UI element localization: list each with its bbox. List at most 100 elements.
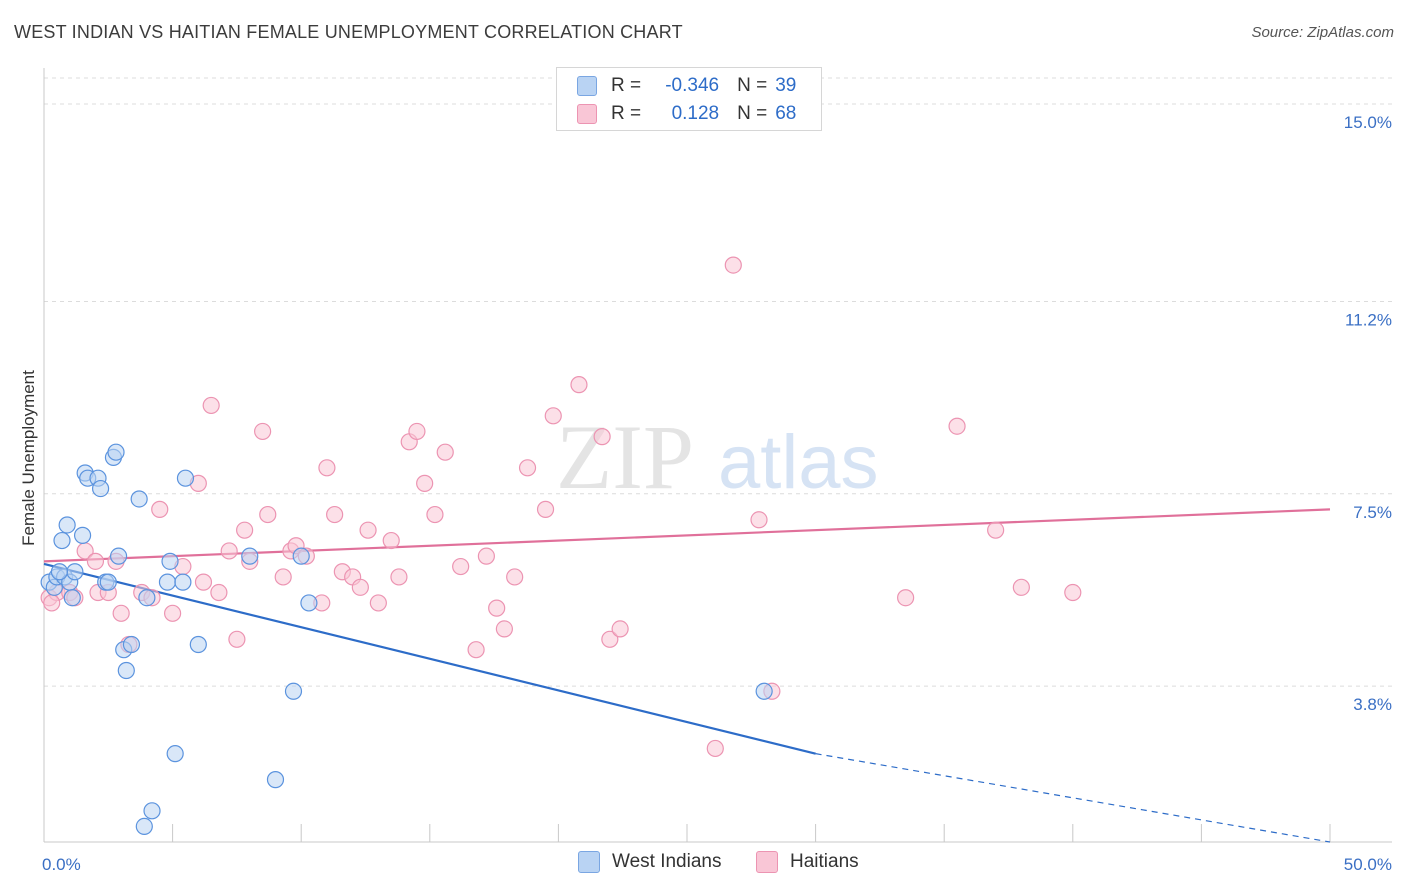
data-point-west-indians: [107, 443, 125, 461]
data-point-haitians: [495, 620, 513, 638]
data-point-west-indians: [241, 547, 259, 565]
legend-row-haitians: R = 0.128 N = 68: [577, 100, 796, 128]
legend-item-west-indians: West Indians: [578, 851, 721, 873]
data-point-haitians: [518, 459, 537, 477]
data-point-haitians: [151, 500, 169, 518]
data-point-haitians: [724, 256, 742, 274]
data-point-west-indians: [755, 682, 773, 700]
data-point-haitians: [1012, 578, 1030, 596]
legend-n-label: N =: [737, 103, 768, 124]
data-point-west-indians: [91, 479, 110, 498]
data-point-west-indians: [284, 682, 303, 700]
legend-label-west-indians: West Indians: [612, 851, 722, 872]
trendlines: [43, 508, 1331, 843]
data-point-haitians: [164, 604, 182, 622]
data-point-west-indians: [135, 817, 153, 836]
chart-title: WEST INDIAN VS HAITIAN FEMALE UNEMPLOYME…: [14, 22, 683, 42]
legend-swatch-haitians: [756, 851, 778, 873]
data-point-haitians: [611, 620, 629, 638]
data-point-haitians: [1064, 583, 1082, 602]
correlation-legend: R = -0.346 N = 39 R = 0.128 N = 68: [556, 67, 822, 131]
data-point-haitians: [987, 521, 1005, 539]
data-point-haitians: [369, 594, 387, 612]
data-point-haitians: [948, 417, 966, 435]
y-tick-label: 15.0%: [1344, 113, 1392, 132]
legend-n-value: 39: [775, 75, 797, 96]
trendline-west-indians: [43, 562, 816, 755]
legend-label-haitians: Haitians: [790, 851, 859, 872]
data-point-haitians: [488, 599, 506, 617]
data-point-haitians: [228, 630, 246, 648]
data-point-haitians: [570, 376, 588, 394]
data-point-west-indians: [300, 594, 318, 612]
trendline-haitians: [43, 508, 1331, 563]
data-point-west-indians: [50, 563, 69, 581]
data-point-west-indians: [166, 745, 184, 763]
legend-item-haitians: Haitians: [756, 851, 859, 873]
legend-r-label: R =: [611, 103, 642, 124]
trendline-west-indians-extension: [815, 753, 1331, 843]
data-point-haitians: [236, 521, 254, 539]
data-point-west-indians: [130, 490, 148, 508]
axes: [43, 68, 1392, 843]
legend-swatch-haitians: [577, 104, 597, 124]
data-point-west-indians: [266, 771, 285, 789]
data-point-west-indians: [117, 661, 135, 680]
legend-swatch-west-indians: [577, 76, 597, 96]
data-point-haitians: [544, 407, 562, 425]
x-tick-label-max: 50.0%: [1344, 855, 1392, 874]
legend-n-label: N =: [737, 75, 768, 96]
data-point-west-indians: [109, 547, 128, 565]
data-point-haitians: [326, 505, 344, 524]
data-point-haitians: [210, 583, 228, 602]
data-point-west-indians: [58, 516, 76, 534]
data-point-haitians: [390, 568, 408, 586]
data-point-west-indians: [161, 552, 179, 570]
data-point-west-indians: [66, 563, 84, 581]
data-point-haitians: [194, 573, 213, 591]
data-point-haitians: [436, 443, 454, 461]
data-point-haitians: [43, 594, 61, 612]
data-points: [40, 256, 1082, 836]
data-point-west-indians: [292, 547, 310, 565]
data-point-haitians: [408, 422, 426, 441]
data-point-haitians: [536, 500, 555, 518]
data-point-west-indians: [158, 573, 177, 591]
tick-labels: 3.8% 7.5% 11.2% 15.0% 0.0% 50.0%: [42, 113, 1392, 874]
data-point-haitians: [467, 641, 485, 659]
data-point-haitians: [706, 739, 724, 758]
legend-row-west-indians: R = -0.346 N = 39: [577, 72, 796, 100]
data-point-west-indians: [189, 635, 207, 654]
data-point-west-indians: [122, 635, 141, 654]
data-point-haitians: [220, 542, 238, 560]
data-point-haitians: [254, 422, 272, 441]
data-point-haitians: [601, 630, 619, 648]
data-point-west-indians: [53, 531, 71, 550]
data-point-haitians: [416, 474, 434, 492]
y-tick-label: 3.8%: [1353, 695, 1392, 714]
data-point-haitians: [452, 557, 470, 576]
legend-swatch-west-indians: [578, 851, 600, 873]
legend-r-label: R =: [611, 75, 642, 96]
grid-lines: [44, 77, 1392, 687]
legend-r-value: -0.346: [665, 75, 720, 96]
data-point-west-indians: [143, 802, 161, 820]
data-point-haitians: [750, 511, 768, 529]
data-point-west-indians: [63, 589, 81, 607]
legend-n-value: 68: [775, 103, 797, 124]
data-point-haitians: [477, 547, 495, 565]
data-point-haitians: [86, 552, 105, 570]
data-point-west-indians: [73, 526, 92, 544]
series-legend: West Indians Haitians: [0, 851, 1406, 877]
y-tick-label: 11.2%: [1345, 310, 1392, 329]
data-point-haitians: [274, 568, 292, 586]
data-point-haitians: [593, 428, 611, 446]
x-tick-label-min: 0.0%: [42, 855, 81, 874]
data-point-haitians: [426, 505, 444, 524]
data-point-haitians: [259, 505, 277, 524]
data-point-haitians: [382, 531, 400, 550]
data-point-haitians: [351, 578, 369, 596]
data-point-west-indians: [174, 573, 192, 591]
data-point-west-indians: [99, 573, 117, 591]
